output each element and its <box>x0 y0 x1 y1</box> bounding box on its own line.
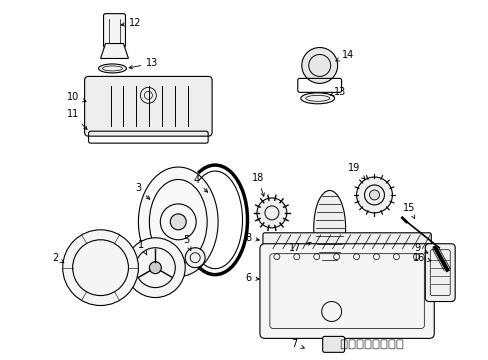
Text: 17: 17 <box>288 242 310 253</box>
Text: 6: 6 <box>244 273 259 283</box>
Circle shape <box>356 177 392 213</box>
Circle shape <box>170 214 186 230</box>
Text: 18: 18 <box>251 173 264 197</box>
Text: 16: 16 <box>412 253 430 263</box>
Text: 3: 3 <box>135 183 149 199</box>
FancyBboxPatch shape <box>84 76 212 136</box>
Circle shape <box>256 198 286 228</box>
Text: 19: 19 <box>348 163 364 179</box>
Text: 7: 7 <box>291 339 304 349</box>
Text: 14: 14 <box>335 50 353 61</box>
Text: 9: 9 <box>413 243 427 253</box>
Ellipse shape <box>313 190 345 265</box>
Text: 10: 10 <box>66 92 86 102</box>
Circle shape <box>301 48 337 84</box>
FancyBboxPatch shape <box>263 233 430 251</box>
Ellipse shape <box>138 167 218 276</box>
Circle shape <box>62 230 138 306</box>
Text: 13: 13 <box>330 87 345 97</box>
Text: 8: 8 <box>244 233 259 243</box>
FancyBboxPatch shape <box>103 14 125 48</box>
Ellipse shape <box>300 93 334 104</box>
Circle shape <box>369 190 379 200</box>
Text: 15: 15 <box>402 203 415 219</box>
Ellipse shape <box>99 64 126 73</box>
FancyBboxPatch shape <box>260 244 433 338</box>
Text: 4: 4 <box>193 175 207 192</box>
Text: 11: 11 <box>66 109 87 130</box>
Text: 12: 12 <box>121 18 142 28</box>
Circle shape <box>149 262 161 274</box>
Polygon shape <box>101 44 128 58</box>
Text: 5: 5 <box>183 235 191 251</box>
Text: 2: 2 <box>53 253 64 263</box>
Circle shape <box>125 238 185 298</box>
Text: 1: 1 <box>138 240 146 255</box>
FancyBboxPatch shape <box>425 244 454 302</box>
Circle shape <box>185 248 205 268</box>
Text: 13: 13 <box>129 58 158 69</box>
FancyBboxPatch shape <box>322 336 344 352</box>
